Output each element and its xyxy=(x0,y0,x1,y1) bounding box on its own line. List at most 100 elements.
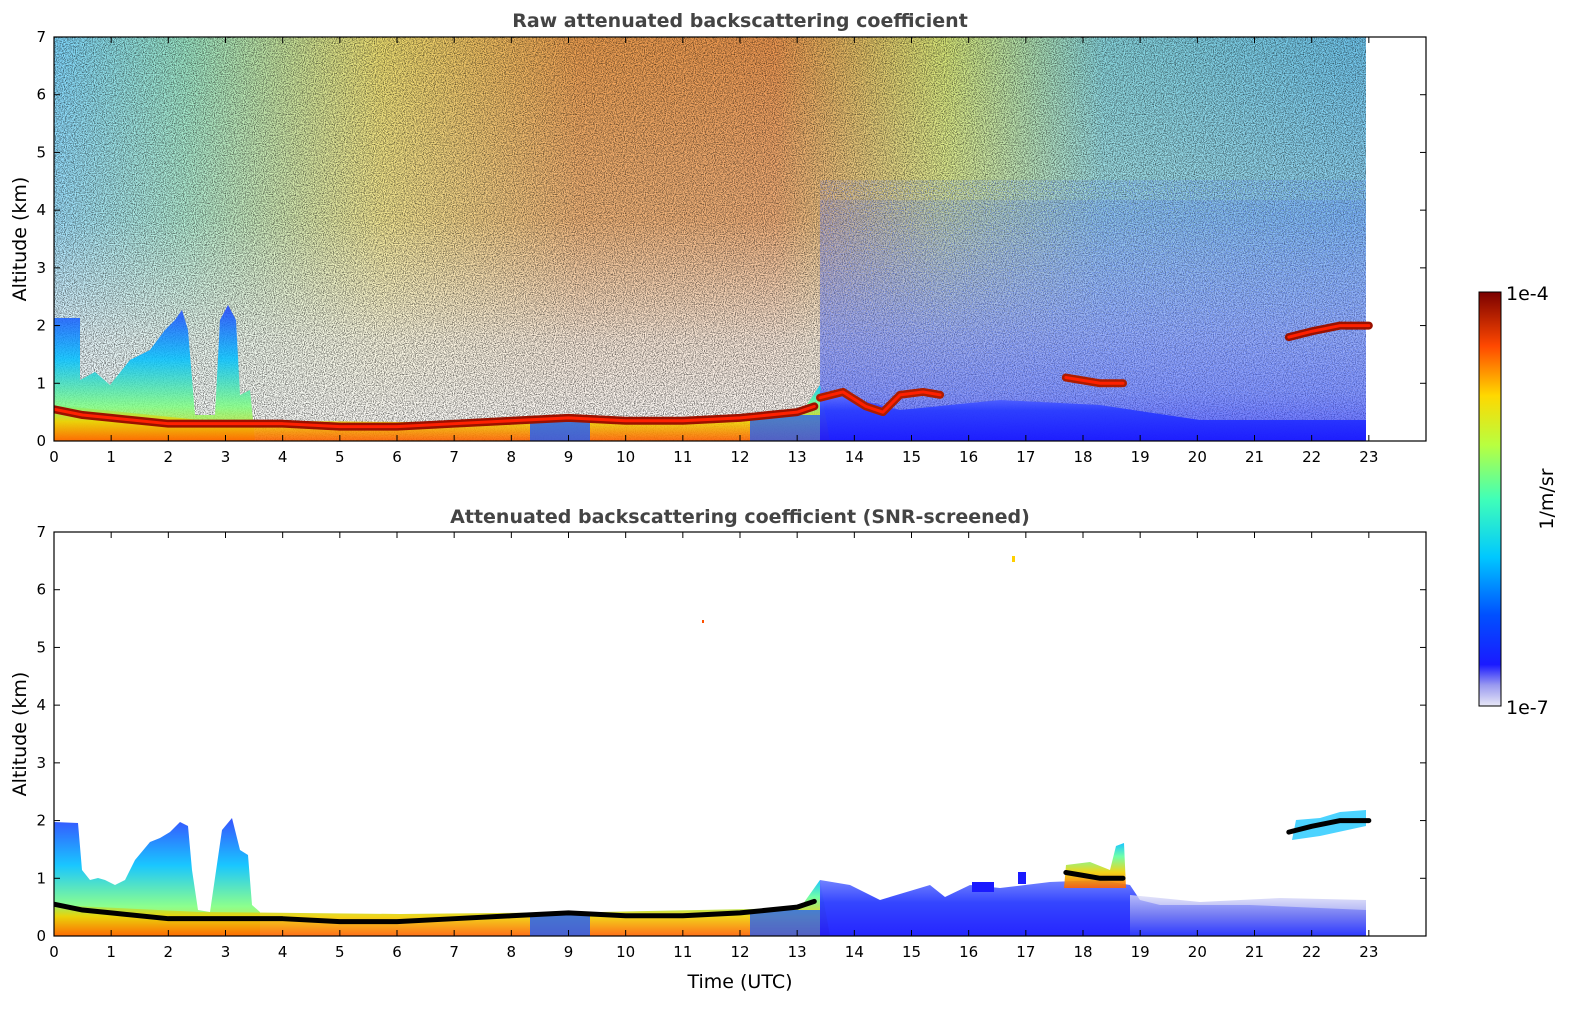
screened-x-tick-label: 8 xyxy=(507,943,517,961)
screened-x-tick-label: 7 xyxy=(449,943,459,961)
raw-x-tick-label: 17 xyxy=(1016,448,1035,466)
screened-x-tick-label: 18 xyxy=(1073,943,1092,961)
screened-boundary-layer xyxy=(54,880,830,936)
screened-x-tick-label: 15 xyxy=(902,943,921,961)
raw-axes: 0 1 2 3 4 5 6 7 8 9 10 11 12 13 14 15 16 17 18 19 20 21 22 2301… xyxy=(36,28,1426,466)
screened-y-tick-label: 1 xyxy=(36,869,46,887)
screened-boundary-blue-patch-2 xyxy=(750,910,820,936)
screened-y-tick-label: 4 xyxy=(36,696,46,714)
screened-x-tick-label: 20 xyxy=(1188,943,1207,961)
screened-panel-title: Attenuated backscattering coefficient (S… xyxy=(450,506,1030,528)
screened-x-tick-label: 9 xyxy=(564,943,574,961)
raw-x-tick-label: 16 xyxy=(959,448,978,466)
screened-patch-16 xyxy=(972,882,994,892)
raw-x-tick-label: 0 xyxy=(49,448,59,466)
screened-dot-17 xyxy=(1012,556,1015,562)
screened-y-tick-label: 2 xyxy=(36,812,46,830)
raw-x-tick-label: 14 xyxy=(845,448,864,466)
raw-y-tick-label: 1 xyxy=(36,374,46,392)
screened-x-tick-label: 5 xyxy=(335,943,345,961)
screened-x-tick-label: 12 xyxy=(730,943,749,961)
raw-y-tick-label: 5 xyxy=(36,143,46,161)
screened-dot-11 xyxy=(702,620,704,623)
raw-y-tick-label: 2 xyxy=(36,317,46,335)
screened-x-tick-label: 11 xyxy=(673,943,692,961)
raw-y-tick-label: 7 xyxy=(36,28,46,46)
screened-y-tick-label: 7 xyxy=(36,523,46,541)
screened-x-tick-label: 3 xyxy=(221,943,231,961)
screened-aerosol-columns xyxy=(54,818,260,936)
screened-x-tick-label: 0 xyxy=(49,943,59,961)
colorbar-max-label: 1e-4 xyxy=(1506,283,1549,305)
raw-y-tick-label: 0 xyxy=(36,432,46,450)
screened-x-tick-label: 23 xyxy=(1359,943,1378,961)
screened-aerosol-layer-3 xyxy=(1286,818,1372,835)
screened-y-tick-label: 3 xyxy=(36,754,46,772)
raw-y-axis-label: Altitude (km) xyxy=(9,177,31,302)
screened-x-tick-label: 14 xyxy=(845,943,864,961)
raw-x-tick-label: 13 xyxy=(788,448,807,466)
colorbar-unit-label: 1/m/sr xyxy=(1536,468,1558,529)
screened-x-tick-label: 4 xyxy=(278,943,288,961)
raw-boundary-blue-patch xyxy=(530,420,590,441)
screened-background xyxy=(54,532,1426,936)
raw-aerosol-layer-core-4 xyxy=(1287,324,1371,339)
screened-x-tick-label: 17 xyxy=(1016,943,1035,961)
colorbar-gradient xyxy=(1478,291,1502,707)
screened-x-tick-label: 19 xyxy=(1131,943,1150,961)
screened-x-tick-label: 2 xyxy=(164,943,174,961)
x-axis-label: Time (UTC) xyxy=(686,971,792,993)
raw-x-tick-label: 4 xyxy=(278,448,288,466)
screened-night-residual xyxy=(1130,895,1366,936)
raw-panel-title: Raw attenuated backscattering coefficien… xyxy=(512,10,968,32)
raw-x-tick-label: 3 xyxy=(221,448,231,466)
screened-x-tick-label: 22 xyxy=(1302,943,1321,961)
raw-x-tick-label: 8 xyxy=(507,448,517,466)
raw-x-tick-label: 22 xyxy=(1302,448,1321,466)
screened-x-tick-label: 10 xyxy=(616,943,635,961)
raw-x-tick-label: 20 xyxy=(1188,448,1207,466)
raw-x-tick-label: 21 xyxy=(1245,448,1264,466)
raw-layers xyxy=(54,321,1373,431)
raw-x-tick-label: 10 xyxy=(616,448,635,466)
raw-aerosol-layer-core-2 xyxy=(818,390,942,414)
screened-layers xyxy=(54,818,1372,925)
screened-backscatter-panel: Attenuated backscattering coefficient (S… xyxy=(9,506,1427,993)
raw-x-tick-label: 2 xyxy=(164,448,174,466)
raw-y-tick-label: 6 xyxy=(36,86,46,104)
screened-x-tick-label: 1 xyxy=(106,943,116,961)
screened-boundary-blue-patch xyxy=(530,915,590,936)
raw-x-tick-label: 12 xyxy=(730,448,749,466)
raw-heatmap-area xyxy=(54,37,1373,441)
raw-backscatter-panel: Raw attenuated backscattering coefficien… xyxy=(9,10,1427,466)
raw-x-tick-label: 6 xyxy=(392,448,402,466)
colorbar: 1e-4 1e-7 1/m/sr xyxy=(1478,283,1558,719)
raw-y-tick-label: 3 xyxy=(36,259,46,277)
raw-x-tick-label: 11 xyxy=(673,448,692,466)
raw-x-tick-label: 23 xyxy=(1359,448,1378,466)
screened-aerosol-layer-2 xyxy=(1063,870,1126,881)
screened-aerosol-layer-1 xyxy=(54,898,817,925)
raw-x-tick-label: 1 xyxy=(106,448,116,466)
raw-aerosol-columns xyxy=(54,305,255,441)
screened-x-tick-label: 6 xyxy=(392,943,402,961)
raw-aerosol-layer-core-3 xyxy=(1064,376,1125,385)
screened-y-tick-label: 6 xyxy=(36,581,46,599)
screened-y-axis-label: Altitude (km) xyxy=(9,672,31,797)
screened-x-tick-label: 16 xyxy=(959,943,978,961)
raw-x-tick-label: 7 xyxy=(449,448,459,466)
screened-x-tick-label: 13 xyxy=(788,943,807,961)
screened-heatmap-area xyxy=(54,532,1426,936)
raw-x-tick-label: 5 xyxy=(335,448,345,466)
screened-axes: 0 1 2 3 4 5 6 7 8 9 10 11 12 13 14 15 16 17 18 19 20 21 22 2301… xyxy=(36,523,1426,961)
screened-y-tick-label: 5 xyxy=(36,638,46,656)
colorbar-min-label: 1e-7 xyxy=(1506,697,1549,719)
raw-y-tick-label: 4 xyxy=(36,201,46,219)
raw-x-tick-label: 9 xyxy=(564,448,574,466)
raw-night-speckle xyxy=(820,180,1366,441)
raw-x-tick-label: 19 xyxy=(1131,448,1150,466)
raw-night-low-fill xyxy=(820,390,1366,441)
screened-x-tick-label: 21 xyxy=(1245,943,1264,961)
raw-x-tick-label: 18 xyxy=(1073,448,1092,466)
